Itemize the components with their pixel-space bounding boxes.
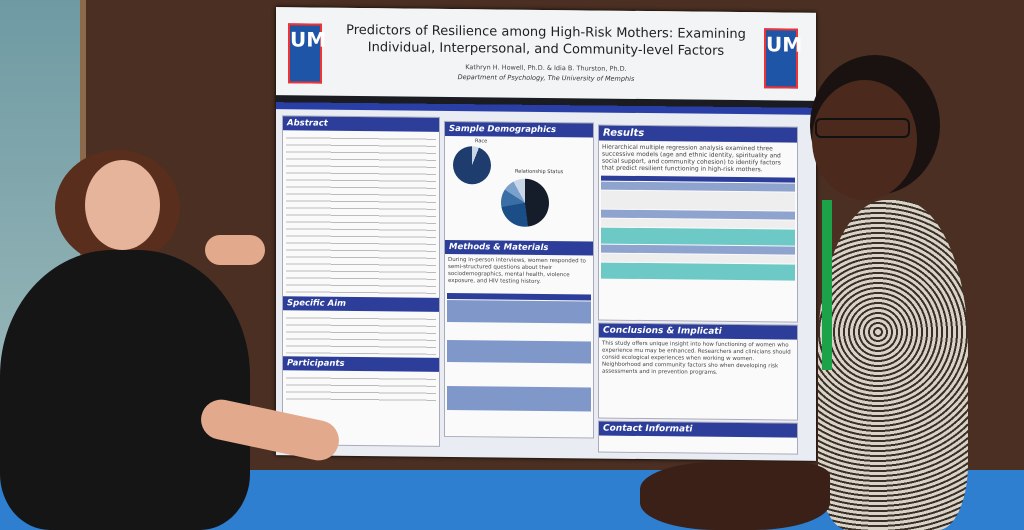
measures-table: [445, 292, 593, 413]
relationship-pie-chart: [501, 178, 549, 228]
poster-header: UM UM Predictors of Resilience among Hig…: [276, 7, 816, 101]
methods-text: During in-person interviews, women respo…: [448, 256, 586, 285]
abstract-column: Abstract Specific Aim Participants: [282, 115, 440, 447]
demographics-column: Sample Demographics Race Relationship St…: [444, 120, 594, 439]
results-text: Hierarchical multiple regression analysi…: [602, 143, 781, 174]
poster: UM UM Predictors of Resilience among Hig…: [276, 7, 816, 461]
demographics-heading: Sample Demographics: [445, 121, 593, 138]
person-left-hand: [205, 235, 265, 265]
relationship-label: Relationship Status: [515, 168, 564, 176]
race-label: Race: [475, 138, 488, 145]
participants-heading: Participants: [283, 356, 439, 372]
regression-table: [599, 175, 797, 281]
conclusions-column: Conclusions & Implicati This study offer…: [598, 322, 798, 421]
poster-title: Predictors of Resilience among High-Risk…: [346, 22, 746, 59]
abstract-heading: Abstract: [283, 116, 439, 132]
specific-aim-heading: Specific Aim: [283, 296, 439, 312]
person-left-body: [0, 250, 250, 530]
abstract-text: [286, 133, 436, 295]
contact-column: Contact Informati: [598, 420, 798, 455]
participants-text: [286, 373, 436, 405]
methods-heading: Methods & Materials: [445, 239, 593, 256]
person-left-face: [85, 160, 160, 250]
contact-heading: Contact Informati: [599, 421, 797, 438]
poster-department: Department of Psychology, The University…: [457, 73, 635, 83]
university-logo-left: UM: [288, 23, 326, 84]
person-right-face: [812, 80, 917, 200]
person-right-body: [818, 200, 968, 530]
person-right-arm: [640, 462, 830, 530]
university-logo-right: UM: [764, 28, 802, 89]
results-column: Results Hierarchical multiple regression…: [598, 124, 798, 323]
eyeglasses: [815, 118, 910, 138]
lanyard: [822, 200, 832, 370]
conclusions-text: This study offers unique insight into ho…: [602, 340, 791, 376]
specific-aim-text: [286, 313, 436, 355]
race-pie-chart: [453, 146, 491, 185]
